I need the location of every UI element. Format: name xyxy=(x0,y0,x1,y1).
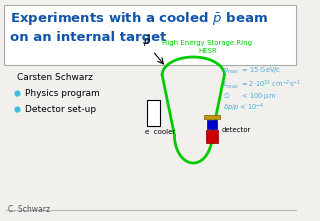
Bar xyxy=(207,120,217,129)
Text: Detector set-up: Detector set-up xyxy=(25,105,96,114)
Text: $\delta p/p$ < 10$^{-4}$: $\delta p/p$ < 10$^{-4}$ xyxy=(223,102,265,114)
Text: Carsten Schwarz: Carsten Schwarz xyxy=(17,73,93,82)
Text: $L_{max}$  = 2·10$^{31}$ cm$^{-2}$s$^{-1}$: $L_{max}$ = 2·10$^{31}$ cm$^{-2}$s$^{-1}… xyxy=(223,78,301,91)
Text: e  cooler: e cooler xyxy=(145,129,175,135)
Bar xyxy=(206,130,218,143)
Text: $\varnothing$      < 100 μm: $\varnothing$ < 100 μm xyxy=(223,90,276,101)
Text: C. Schwarz: C. Schwarz xyxy=(8,205,50,214)
Text: $\bar{p}$: $\bar{p}$ xyxy=(143,35,151,49)
Text: $p_{max}$  = 15 GeV/c: $p_{max}$ = 15 GeV/c xyxy=(223,66,282,76)
Text: Physics program: Physics program xyxy=(25,88,99,97)
FancyBboxPatch shape xyxy=(4,5,296,65)
Text: Experiments with a cooled $\bar{p}$ beam
on an internal target: Experiments with a cooled $\bar{p}$ beam… xyxy=(10,10,268,44)
Text: High Energy Storage Ring
HESR: High Energy Storage Ring HESR xyxy=(163,40,252,54)
Bar xyxy=(204,115,220,119)
Text: detector: detector xyxy=(221,127,251,133)
Bar xyxy=(147,100,160,126)
